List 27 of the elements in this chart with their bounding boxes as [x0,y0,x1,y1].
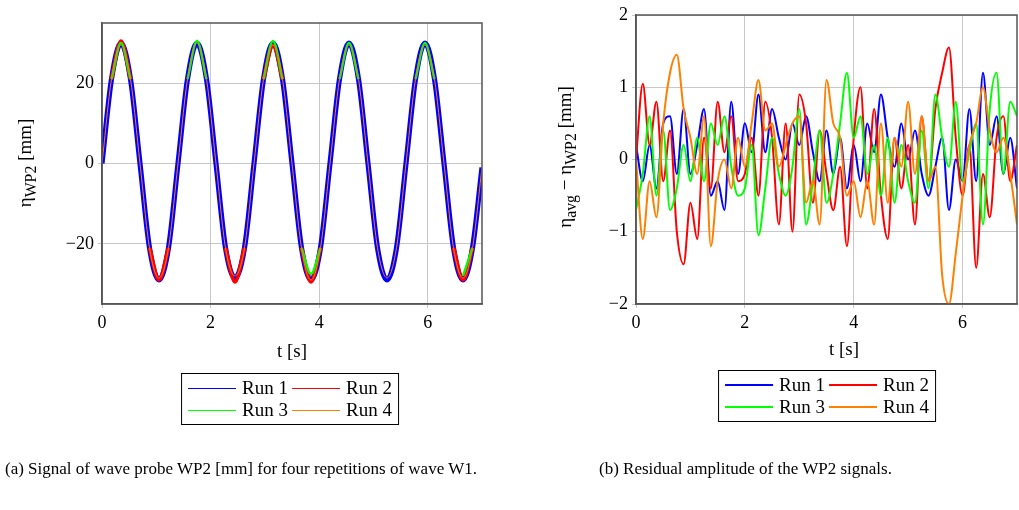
legend-label: Run 3 [779,396,825,418]
legend-label: Run 4 [346,399,392,421]
y-tick-label: 20 [76,71,94,92]
x-axis-title: t [s] [276,340,308,362]
y-tick-label: 0 [85,152,94,173]
x-axis-title: t [s] [828,338,860,360]
x-tick-label: 2 [206,311,216,332]
y-tick-label: −2 [608,292,628,313]
x-tick-label: 2 [740,311,750,332]
text: (b) Residual amplitude of the WP2 signals. [599,458,893,479]
legend-label: Run 2 [883,374,929,396]
y-tick-label: 1 [619,75,628,96]
y-tick-label: 2 [619,3,628,24]
x-tick-label: 4 [314,311,324,332]
legend-label: Run 1 [779,374,825,396]
text: (a) Signal of wave probe WP2 [mm] for four repetitions of wave W1. [5,458,478,479]
y-tick-label: −20 [65,232,94,253]
y-tick-label: −1 [608,220,628,241]
legend-label: Run 1 [242,377,288,399]
x-tick-label: 6 [423,311,433,332]
y-tick-label: 0 [619,148,628,169]
x-tick-label: 4 [849,311,859,332]
legend-label: Run 2 [346,377,392,399]
legend-label: Run 3 [242,399,288,421]
x-tick-label: 0 [97,311,107,332]
x-tick-label: 6 [958,311,968,332]
legend-label: Run 4 [883,396,929,418]
